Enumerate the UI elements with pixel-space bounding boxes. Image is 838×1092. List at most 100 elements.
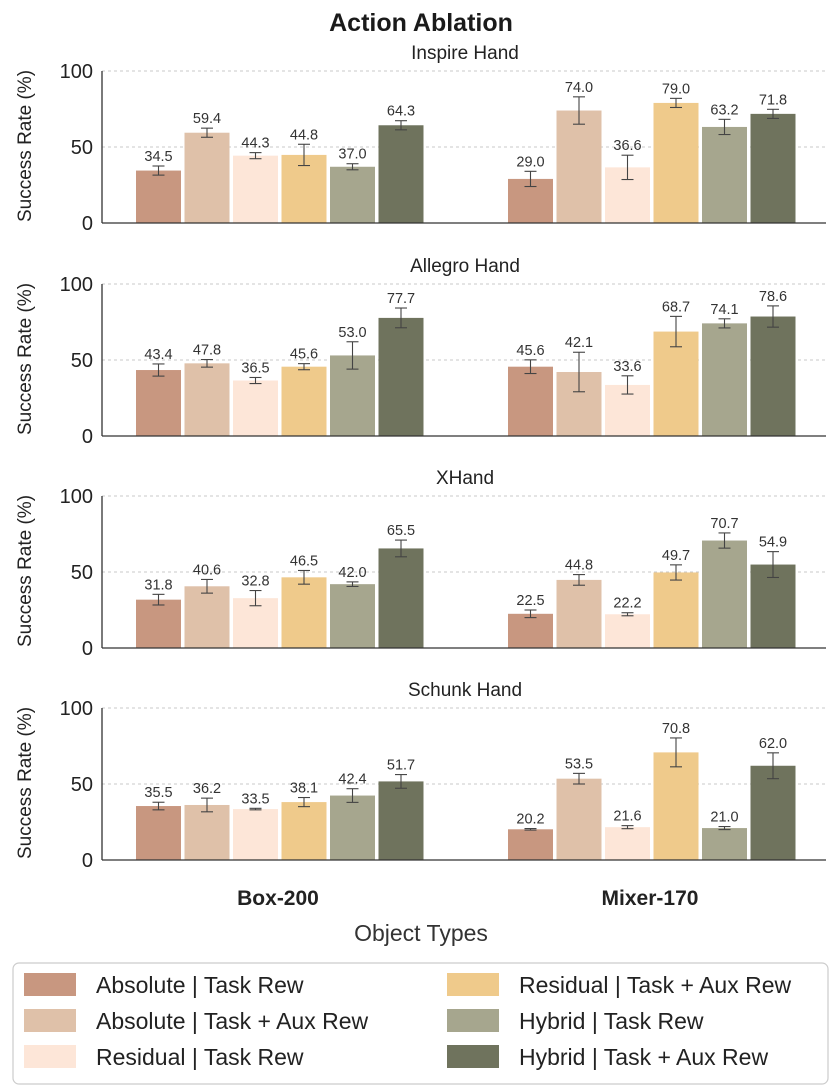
bar-absolute-task-aux-rew [184,132,230,223]
bar-absolute-task-rew [508,366,553,436]
data-label: 34.5 [144,149,172,165]
panel-xhand: XHand 0 50 100 Success Rate (%) 31.8 40.6 32.8 4… [15,468,826,660]
data-label: 38.1 [290,781,318,797]
legend-label: Hybrid | Task + Aux Rew [519,1044,768,1070]
y-tick-label: 100 [60,61,93,83]
data-label: 53.0 [338,325,366,341]
data-label: 37.0 [338,147,366,163]
y-tick-label: 50 [71,774,93,796]
bar-absolute-task-rew [136,806,181,860]
data-label: 46.5 [290,553,318,569]
data-label: 49.7 [662,548,690,564]
data-label: 20.2 [516,812,544,828]
bar-residual-task-aux-rew [653,102,699,223]
legend-item-hybrid-task-aux-rew: Hybrid | Task + Aux Rew [447,1044,768,1070]
data-label: 78.6 [759,289,787,305]
bar-residual-task-rew [233,809,278,860]
bar-residual-task-aux-rew [653,331,699,436]
legend-label: Residual | Task + Aux Rew [519,972,791,998]
bar-hybrid-task-aux-rew [750,113,796,223]
legend-swatch [24,1009,76,1032]
data-label: 31.8 [144,577,172,593]
bar-hybrid-task-rew [702,323,747,436]
data-label: 29.0 [516,154,544,170]
data-label: 64.3 [387,104,415,120]
legend-label: Absolute | Task Rew [96,972,304,998]
data-label: 71.8 [759,92,787,108]
legend-swatch [24,1045,76,1068]
data-label: 42.1 [565,335,593,351]
data-label: 74.0 [565,80,593,96]
chart-title: Action Ablation [329,9,513,37]
legend-item-hybrid-task-rew: Hybrid | Task Rew [447,1008,704,1034]
bar-hybrid-task-aux-rew [750,316,796,436]
bar-absolute-task-aux-rew [556,579,602,648]
legend-label: Absolute | Task + Aux Rew [96,1008,369,1034]
data-label: 70.7 [710,516,738,532]
legend-label: Residual | Task Rew [96,1044,304,1070]
bar-hybrid-task-aux-rew [750,564,796,648]
data-label: 59.4 [193,111,221,127]
bar-absolute-task-rew [136,370,181,436]
legend-item-residual-task-rew: Residual | Task Rew [24,1044,304,1070]
data-label: 36.6 [613,138,641,154]
y-tick-label: 50 [71,137,93,159]
bar-absolute-task-rew [136,599,181,648]
data-label: 44.3 [241,136,269,152]
panel-schunk-hand: Schunk Hand 0 50 100 Success Rate (%) 35.5 36.… [15,680,826,872]
bar-hybrid-task-rew [702,828,747,860]
bar-residual-task-aux-rew [281,366,327,436]
bar-hybrid-task-aux-rew [750,765,796,860]
data-label: 32.8 [241,574,269,590]
bar-residual-task-rew [233,155,278,223]
y-tick-label: 0 [82,638,93,660]
panel-allegro-hand: Allegro Hand 0 50 100 Success Rate (%) 43.4 47… [15,256,826,448]
data-label: 44.8 [290,127,318,143]
y-axis-label: Success Rate (%) [15,707,36,859]
y-tick-label: 100 [60,274,93,296]
bar-residual-task-rew [233,380,278,436]
y-axis-label: Success Rate (%) [15,283,36,435]
bar-absolute-task-aux-rew [556,778,602,860]
bar-absolute-task-rew [508,829,553,860]
data-label: 21.6 [613,809,641,825]
x-tick-label-box-200: Box-200 [237,887,319,910]
bar-absolute-task-rew [136,170,181,223]
data-label: 47.8 [193,343,221,359]
y-tick-label: 0 [82,213,93,235]
data-label: 45.6 [290,347,318,363]
data-label: 22.2 [613,596,641,612]
data-label: 42.4 [338,772,366,788]
data-label: 68.7 [662,299,690,315]
y-tick-label: 50 [71,350,93,372]
panel-title: Inspire Hand [411,43,519,64]
bar-absolute-task-rew [508,613,553,648]
y-tick-label: 100 [60,698,93,720]
data-label: 53.5 [565,756,593,772]
bar-hybrid-task-rew [330,166,375,223]
data-label: 33.6 [613,359,641,375]
bar-hybrid-task-rew [330,795,375,860]
bar-residual-task-aux-rew [281,154,327,223]
data-label: 62.0 [759,736,787,752]
panel-title: Schunk Hand [408,680,522,701]
legend-frame [12,962,829,1085]
bar-absolute-task-aux-rew [556,110,602,223]
legend: Absolute | Task Rew Residual | Task + Aux… [12,962,829,1085]
bar-hybrid-task-rew [702,126,747,223]
panel-inspire-hand: Inspire Hand 0 50 100 Success Rate (%) 34.5 59… [15,43,826,235]
panel-title: XHand [436,468,494,489]
bar-absolute-task-aux-rew [184,363,230,436]
y-tick-label: 100 [60,486,93,508]
data-label: 21.0 [710,810,738,826]
bar-hybrid-task-aux-rew [378,781,424,860]
bar-residual-task-aux-rew [653,752,699,860]
data-label: 22.5 [516,593,544,609]
bar-residual-task-aux-rew [281,802,327,860]
bar-residual-task-rew [605,827,650,860]
y-axis-label: Success Rate (%) [15,495,36,647]
data-label: 35.5 [144,785,172,801]
legend-swatch [447,973,499,996]
legend-item-residual-task-aux-rew: Residual | Task + Aux Rew [447,972,791,998]
